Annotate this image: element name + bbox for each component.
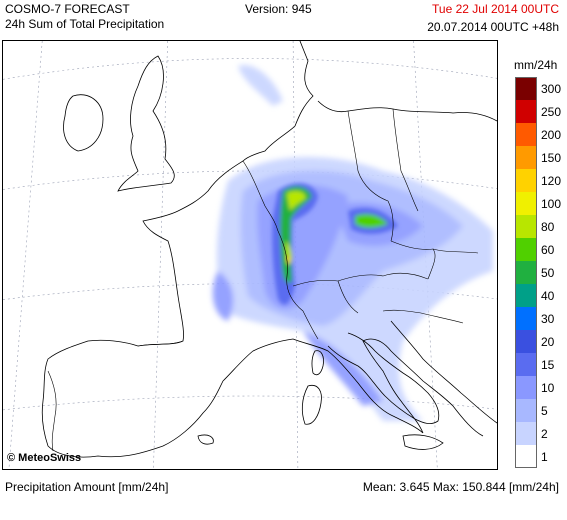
legend-swatch: [515, 123, 537, 146]
title: COSMO-7 FORECAST: [5, 2, 130, 16]
legend-swatch: [515, 146, 537, 169]
legend-swatch: [515, 192, 537, 215]
coastlines: [41, 41, 497, 458]
run-info: 20.07.2014 00UTC +48h: [427, 20, 559, 34]
legend-swatch: [515, 376, 537, 399]
legend-swatch: [515, 169, 537, 192]
legend-swatch: [515, 77, 537, 100]
legend-swatch: [515, 445, 537, 468]
subtitle: 24h Sum of Total Precipitation: [5, 17, 165, 31]
legend-label: 1: [541, 450, 548, 464]
map-canvas: [3, 41, 497, 469]
legend-label: 200: [541, 128, 562, 142]
legend-label: 20: [541, 335, 555, 349]
legend-swatch: [515, 399, 537, 422]
legend-swatch: [515, 307, 537, 330]
legend-label: 15: [541, 358, 555, 372]
legend-swatch: [515, 261, 537, 284]
legend-unit: mm/24h: [514, 58, 558, 72]
legend-label: 250: [541, 105, 562, 119]
footer-right: Mean: 3.645 Max: 150.844 [mm/24h]: [362, 480, 559, 494]
precipitation-field: [212, 65, 493, 422]
precipitation-map: © MeteoSwiss: [2, 40, 498, 470]
legend-label: 40: [541, 289, 555, 303]
valid-date: Tue 22 Jul 2014 00UTC: [432, 2, 559, 16]
legend-label: 80: [541, 220, 555, 234]
legend-label: 300: [541, 82, 562, 96]
footer-left: Precipitation Amount [mm/24h]: [5, 480, 169, 494]
legend-label: 120: [541, 174, 562, 188]
legend-label: 30: [541, 312, 555, 326]
legend-swatch: [515, 238, 537, 261]
legend-swatch: [515, 284, 537, 307]
copyright-label: © MeteoSwiss: [7, 452, 82, 464]
legend-label: 100: [541, 197, 562, 211]
legend-swatch: [515, 215, 537, 238]
legend-swatch: [515, 353, 537, 376]
legend-label: 10: [541, 381, 555, 395]
legend-label: 60: [541, 243, 555, 257]
country-borders: [47, 108, 479, 452]
version-label: Version: 945: [245, 2, 312, 16]
legend-label: 2: [541, 427, 548, 441]
legend-swatch: [515, 422, 537, 445]
legend-label: 150: [541, 151, 562, 165]
legend-label: 5: [541, 404, 548, 418]
legend-swatch: [515, 100, 537, 123]
legend-swatch: [515, 330, 537, 353]
legend-label: 50: [541, 266, 555, 280]
